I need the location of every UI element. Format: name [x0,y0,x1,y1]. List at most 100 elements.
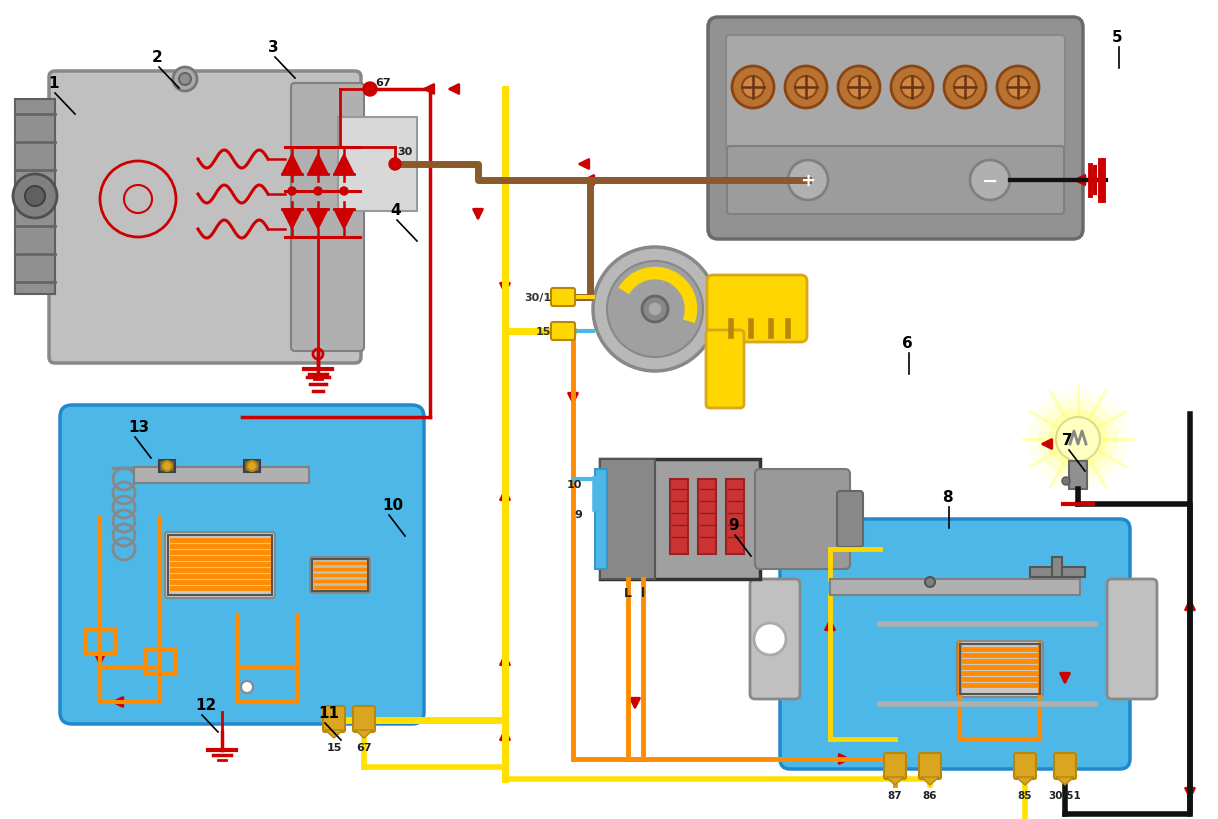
FancyBboxPatch shape [726,36,1065,149]
Text: 86: 86 [923,790,937,800]
FancyBboxPatch shape [323,706,345,732]
Circle shape [1047,410,1108,469]
Text: +: + [800,172,816,190]
Circle shape [162,461,172,472]
Polygon shape [308,155,328,174]
Text: 2: 2 [152,50,163,65]
FancyBboxPatch shape [164,532,275,598]
Text: 30/1: 30/1 [524,292,551,303]
Polygon shape [283,155,302,174]
Bar [960,645,1040,695]
Text: 7: 7 [1062,432,1073,447]
FancyBboxPatch shape [920,753,942,779]
Text: 13: 13 [128,419,149,434]
Text: 5: 5 [1112,30,1123,45]
Text: 3: 3 [268,40,279,55]
Circle shape [363,83,378,97]
Circle shape [892,67,933,109]
FancyBboxPatch shape [339,118,417,212]
Bar [134,468,309,483]
FancyBboxPatch shape [600,459,760,579]
FancyBboxPatch shape [311,557,370,593]
Bar [698,479,716,554]
FancyBboxPatch shape [957,641,1043,697]
Circle shape [26,187,45,206]
Text: 9: 9 [728,518,738,532]
FancyBboxPatch shape [291,84,364,351]
Circle shape [340,188,348,196]
Bar [1069,461,1086,490]
Polygon shape [308,210,328,229]
Circle shape [173,68,197,92]
Circle shape [389,159,401,171]
Text: 30: 30 [397,147,412,156]
Bar [829,579,1080,595]
Text: 15: 15 [326,742,342,752]
Polygon shape [1056,777,1074,785]
FancyBboxPatch shape [780,519,1130,769]
Circle shape [241,681,253,693]
Bar [85,631,114,654]
Text: 11: 11 [318,705,339,720]
Circle shape [642,296,667,323]
Circle shape [287,188,296,196]
Text: 67: 67 [375,78,391,88]
Circle shape [970,161,1010,201]
FancyBboxPatch shape [1107,579,1157,699]
Circle shape [944,67,987,109]
Circle shape [788,161,828,201]
FancyBboxPatch shape [1015,753,1037,779]
Text: −: − [982,171,999,190]
Circle shape [13,174,57,219]
Polygon shape [354,730,373,738]
Circle shape [901,77,923,99]
FancyBboxPatch shape [884,753,906,779]
Text: 67: 67 [356,742,371,752]
FancyBboxPatch shape [727,147,1065,215]
Polygon shape [885,777,904,785]
Circle shape [1062,477,1069,486]
Circle shape [954,77,976,99]
FancyBboxPatch shape [708,18,1083,240]
FancyBboxPatch shape [600,459,655,579]
Circle shape [314,188,322,196]
FancyBboxPatch shape [755,469,850,569]
Bar [145,650,175,674]
Bar [596,469,607,569]
Polygon shape [325,730,343,738]
Polygon shape [283,210,302,229]
Bar [1052,557,1062,577]
FancyBboxPatch shape [551,323,575,341]
Circle shape [1028,390,1128,490]
Text: l: l [641,586,646,600]
Circle shape [593,247,717,372]
Circle shape [838,67,879,109]
Circle shape [1007,77,1029,99]
Text: 10: 10 [566,479,582,490]
Text: 87: 87 [888,790,903,800]
FancyBboxPatch shape [837,491,864,547]
Text: 4: 4 [390,203,401,218]
Circle shape [742,77,764,99]
Circle shape [924,577,935,587]
Circle shape [179,74,191,86]
FancyBboxPatch shape [60,405,424,724]
FancyBboxPatch shape [551,288,575,306]
FancyBboxPatch shape [49,72,361,364]
FancyBboxPatch shape [1054,753,1075,779]
Circle shape [1056,418,1100,461]
Bar [160,460,175,473]
Text: 9: 9 [574,509,582,519]
Circle shape [732,67,773,109]
Polygon shape [15,100,55,295]
Polygon shape [334,210,354,229]
Circle shape [648,303,663,317]
Text: 85: 85 [1018,790,1032,800]
Bar [244,460,259,473]
FancyBboxPatch shape [706,331,744,409]
Bar [670,479,688,554]
Circle shape [998,67,1039,109]
Circle shape [754,623,786,655]
Text: L: L [624,586,632,600]
FancyBboxPatch shape [750,579,800,699]
